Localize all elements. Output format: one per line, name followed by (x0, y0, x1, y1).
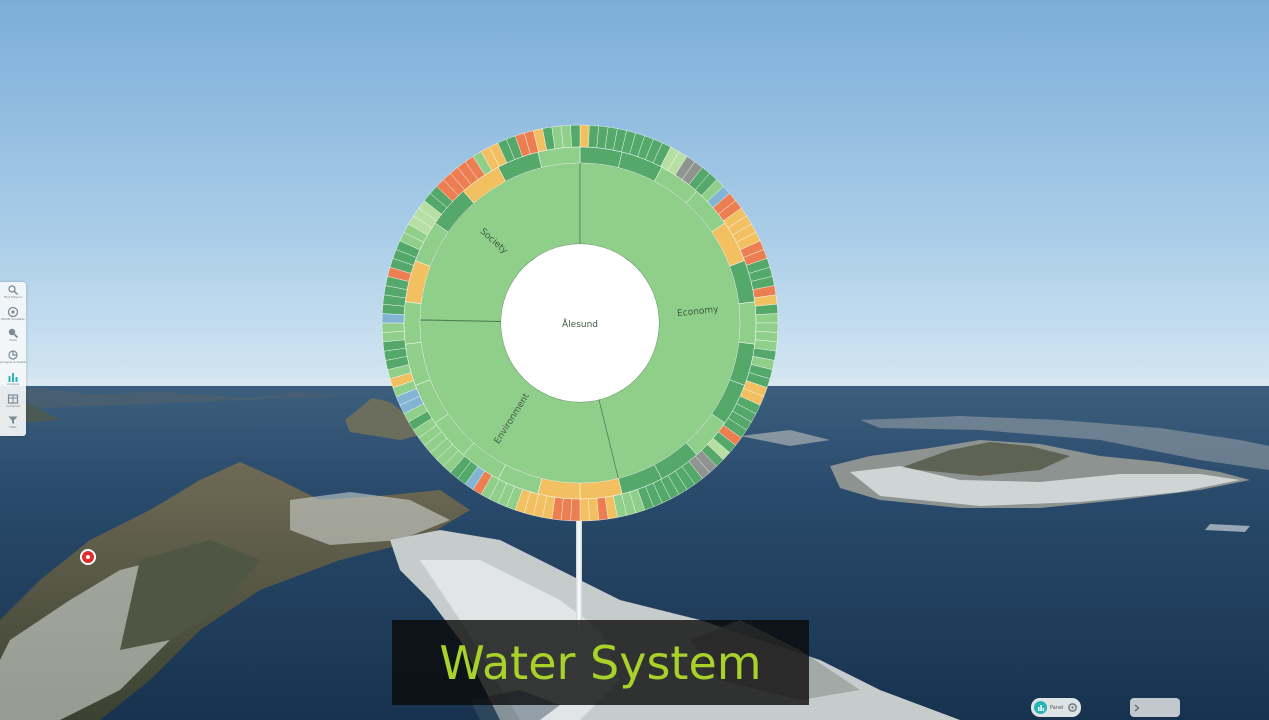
sidebar-item-variables[interactable]: NGUR Variables (0, 306, 26, 328)
sidebar-item-dashboard[interactable]: Analysis & Dashboard (0, 349, 26, 371)
settings-circle-icon (7, 306, 19, 317)
sidebar-item-label: Filter (9, 426, 17, 430)
table-icon (7, 393, 19, 404)
sunburst-outer-segment[interactable] (754, 303, 778, 315)
sidebar-item-tools[interactable]: Tools (0, 327, 26, 349)
sunburst-outer-segment[interactable] (579, 124, 590, 148)
sidebar-item-label: Analysis & Dashboard (0, 361, 26, 365)
gear-icon[interactable] (1067, 702, 1078, 713)
sidebar-item-label: Find Mayors (4, 296, 22, 299)
sidebar-item-label: Tools (9, 339, 17, 343)
analysis-icon (8, 350, 18, 360)
category-label-economy[interactable]: Economy (677, 305, 720, 319)
sidebar-item-label: Compare (6, 404, 20, 408)
filter-icon (8, 416, 18, 425)
search-icon (8, 285, 18, 295)
caption-banner: Water System (392, 620, 809, 705)
sidebar-item-analysis[interactable]: Analysis (0, 371, 26, 393)
sidebar-item-label: Analysis (6, 382, 20, 386)
magnifier-tool-icon (8, 329, 19, 339)
sunburst-outer-segment[interactable] (570, 124, 581, 148)
sidebar-item-filter[interactable]: Filter (0, 414, 26, 436)
center-disc (501, 244, 659, 402)
sunburst-outer-segment[interactable] (579, 498, 590, 522)
sunburst-chart: Ålesund Society Economy Environment (381, 124, 779, 522)
panel-toggle-button[interactable]: Panel (1031, 698, 1081, 717)
sunburst-pole (576, 518, 582, 630)
sunburst-outer-segment[interactable] (570, 498, 581, 522)
caption-text: Water System (439, 635, 762, 690)
left-toolbar: Find Mayors NGUR Variables Tools Analysi… (0, 282, 26, 436)
sidebar-item-compare[interactable]: Compare (0, 393, 26, 415)
panel-label: Panel (1050, 704, 1064, 711)
bar-chart-icon (1034, 701, 1047, 714)
center-label: Ålesund (562, 318, 598, 330)
sunburst-mid-segment[interactable] (738, 301, 757, 345)
sunburst-outer-segment[interactable] (381, 313, 405, 324)
chevron-right-icon (1134, 704, 1140, 711)
sunburst-outer-segment[interactable] (381, 322, 405, 333)
sidebar-item-label: NGUR Variables (1, 317, 25, 321)
sunburst-mid-segment[interactable] (403, 301, 422, 345)
sidebar-item-find[interactable]: Find Mayors (0, 284, 26, 306)
next-button[interactable] (1130, 698, 1180, 717)
bar-chart-icon (8, 372, 18, 382)
sunburst-outer-segment[interactable] (755, 313, 779, 324)
sunburst-mid-segment[interactable] (537, 146, 581, 168)
sunburst-outer-segment[interactable] (755, 322, 779, 333)
